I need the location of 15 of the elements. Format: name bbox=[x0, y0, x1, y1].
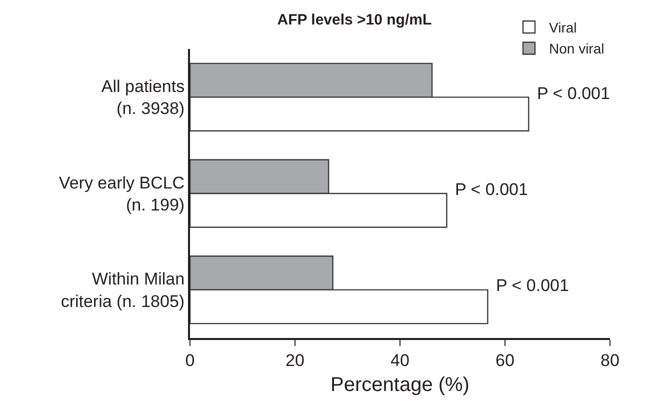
y-tick-label: Within Milan criteria (n. 1805) bbox=[60, 270, 185, 311]
x-tick-label: 80 bbox=[600, 351, 620, 370]
legend-label: Viral bbox=[549, 19, 577, 36]
legend-label: Non viral bbox=[549, 40, 604, 57]
annotation: P < 0.001 bbox=[537, 84, 610, 103]
y-tick-label: All patients (n. 3938) bbox=[101, 77, 185, 118]
x-tick-label: 20 bbox=[286, 351, 304, 370]
chart-title: AFP levels >10 ng/mL bbox=[277, 12, 432, 29]
x-tick-label: 40 bbox=[390, 351, 410, 370]
annotation: P < 0.001 bbox=[496, 276, 569, 295]
y-tick-label: Very early BCLC (n. 199) bbox=[58, 173, 185, 214]
annotation: P < 0.001 bbox=[455, 180, 528, 199]
x-axis-title: Percentage (%) bbox=[330, 374, 470, 396]
x-tick-label: 60 bbox=[496, 351, 514, 370]
x-tick-label: 0 bbox=[185, 351, 195, 370]
